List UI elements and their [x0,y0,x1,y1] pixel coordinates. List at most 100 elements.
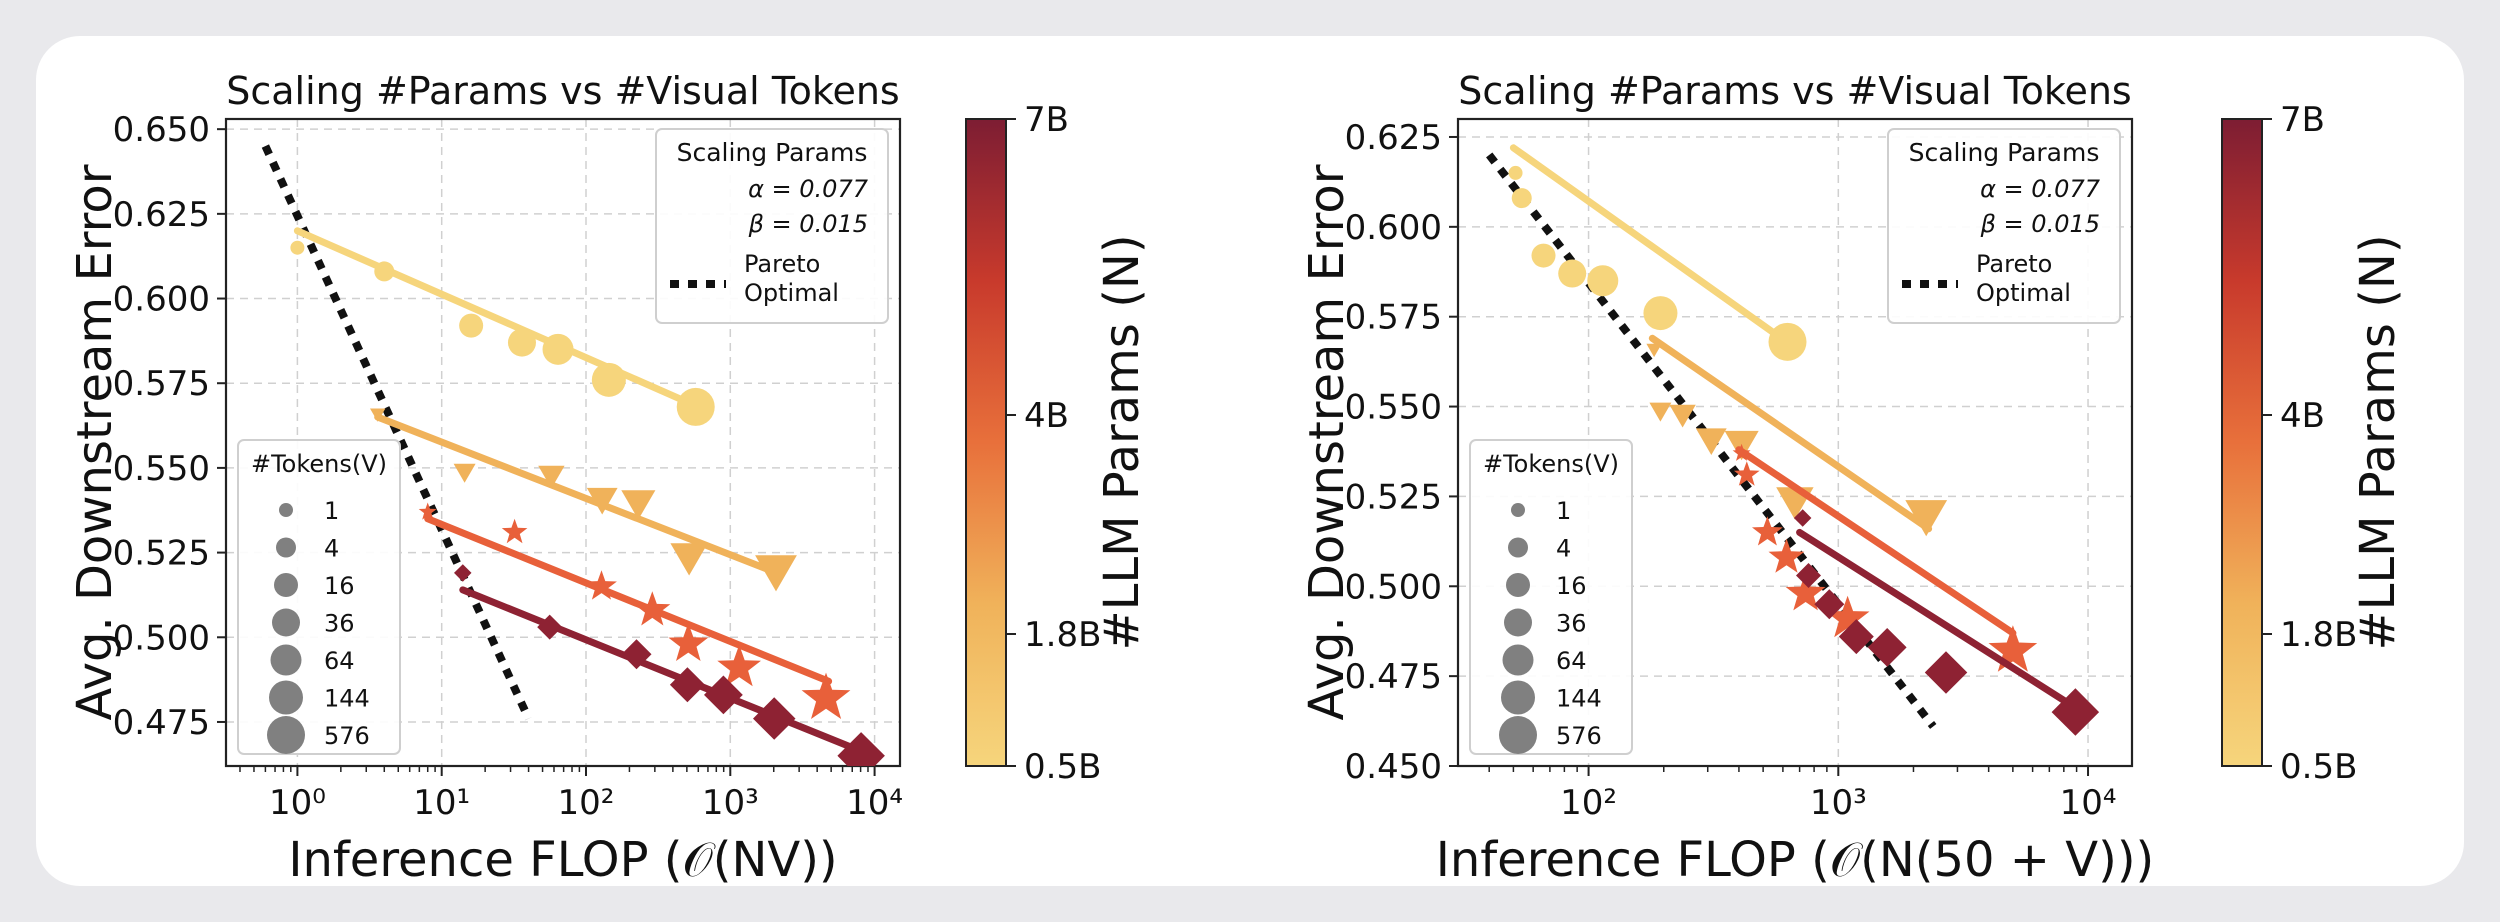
size-legend-marker [269,680,303,715]
plot-area [1486,144,2100,736]
data-point-0.5B [507,328,536,357]
beta-value: β = 0.015 [1980,210,2100,238]
fit-line-4B [1735,446,2017,637]
data-point-4B [801,672,851,719]
size-legend-marker [1502,644,1534,676]
y-tick-label: 0.525 [113,534,210,574]
y-tick-label: 0.625 [1345,118,1442,158]
colorbar-tick-label: 7B [1024,100,1069,140]
data-point-4B [1785,572,1826,611]
colorbar-gradient [2221,118,2263,767]
scaling-params-legend: Scaling Params α = 0.077 β = 0.015 ParetoOp… [1887,128,2121,324]
data-point-4B [1732,443,1751,461]
size-legend-label: 4 [1556,535,1571,563]
colorbar-tick-label: 0.5B [1024,747,1101,787]
data-point-0.5B [1768,322,1807,361]
alpha-value: α = 0.077 [748,175,869,203]
y-tick-label: 0.650 [113,110,210,150]
data-point-0.5B [1643,296,1678,331]
y-tick-label: 0.475 [113,703,210,743]
fit-line-7B [1796,528,2081,712]
y-tick-label: 0.575 [1345,298,1442,338]
data-point-0.5B [374,261,395,282]
size-legend-label: 64 [1556,647,1587,675]
data-point-4B [1733,461,1760,486]
data-point-1.8B [538,465,565,489]
data-point-7B [1793,509,1812,527]
data-point-7B [1838,619,1874,655]
legend-box [1887,128,2121,324]
y-tick-label: 0.575 [113,364,210,404]
y-tick-label: 0.550 [113,449,210,489]
size-legend-marker [1501,680,1535,715]
y-tick-label: 0.550 [1345,388,1442,428]
data-point-1.8B [621,490,656,520]
data-point-0.5B [459,313,484,338]
y-tick-label: 0.475 [1345,657,1442,697]
colorbar-tick-label: 1.8B [1024,615,1101,655]
x-axis-label: Inference FLOP (𝒪(N(50 + V))) [1436,832,2155,886]
size-legend-marker [267,716,305,754]
data-point-1.8B [453,463,476,483]
data-point-1.8B [1695,428,1727,455]
fit-line-0.5B [1509,144,1796,349]
plot-area [261,144,885,766]
size-legend-label: 1 [324,497,339,525]
fit-line-1.8B [374,413,781,577]
plot-frame [1456,117,2134,768]
size-legend-marker [279,503,293,517]
scaling-params-legend: Scaling Params α = 0.077 β = 0.015 ParetoOp… [655,128,889,324]
size-legend-marker [272,608,300,637]
data-point-0.5B [1511,188,1532,209]
y-axis-label: Avg. Downstream Error [1299,164,1355,720]
data-point-1.8B [1646,343,1662,358]
size-legend-label: 16 [324,572,355,600]
legend-box [237,439,401,755]
x-tick-label: 10⁴ [2060,783,2117,823]
chart-title: Scaling #Params vs #Visual Tokens [226,69,899,113]
colorbar-tick-label: 0.5B [2280,747,2357,787]
pareto-legend-label: Pareto [744,250,820,278]
size-legend-label: 36 [324,610,355,638]
y-tick-label: 0.600 [1345,208,1442,248]
size-legend-label: 4 [324,535,339,563]
x-tick-label: 10² [558,783,615,823]
data-point-0.5B [591,362,626,397]
data-point-1.8B [1905,500,1948,537]
y-axis-label: Avg. Downstream Error [67,164,123,720]
x-axis-label: Inference FLOP (𝒪(NV)) [288,832,837,886]
chart-panel-1: 0.475 0.500 0.525 0.550 0.575 0.600 0.625 0.650… [67,69,1150,886]
legend-box [1469,439,1633,755]
data-point-0.5B [1587,265,1619,297]
x-tick-label: 10⁰ [269,783,326,823]
legend-title: #Tokens(V) [1483,450,1619,478]
data-point-1.8B [370,408,386,422]
legend-title: Scaling Params [677,138,868,167]
legend-title: #Tokens(V) [251,450,387,478]
size-legend-marker [274,573,298,597]
data-point-7B [753,697,796,740]
figure-card: 0.475 0.500 0.525 0.550 0.575 0.600 0.625 0.650… [36,36,2464,886]
data-point-7B [1867,628,1907,667]
data-point-7B [537,614,563,640]
data-point-7B [704,675,743,715]
size-legend-marker [1504,608,1532,637]
data-point-4B [1825,595,1870,638]
pareto-legend-label: Optimal [1976,279,2071,307]
data-point-0.5B [676,387,715,426]
y-tick-label: 0.625 [113,195,210,235]
pareto-legend-label: Optimal [744,279,839,307]
legend-box [655,128,889,324]
chart-panel-2: 0.450 0.475 0.500 0.525 0.550 0.575 0.600 0.625… [1299,69,2406,886]
data-point-4B [634,591,671,626]
data-point-4B [1752,516,1783,546]
x-tick-label: 10¹ [413,783,470,823]
colorbar-tick-label: 1.8B [2280,615,2357,655]
x-tick-label: 10³ [702,783,759,823]
data-point-4B [586,570,617,600]
y-tick-label: 0.500 [1345,567,1442,607]
data-point-4B [717,644,761,687]
tokens-size-legend: #Tokens(V) 1 4 16 36 64 144 576 [237,439,401,755]
data-point-7B [621,639,652,670]
data-point-4B [501,518,528,544]
